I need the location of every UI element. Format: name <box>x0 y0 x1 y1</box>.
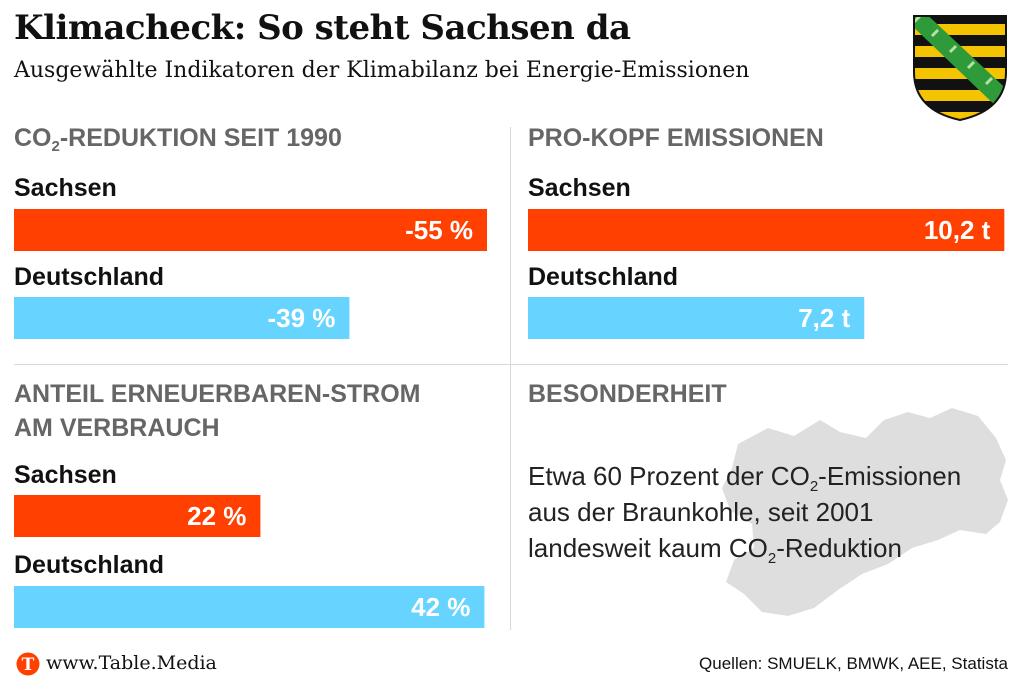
bar-value-label: -55 % <box>405 215 473 245</box>
table-media-logo-icon: T <box>16 652 40 676</box>
bar-2-deutschland <box>14 586 485 628</box>
row-label-deutschland-co2: Deutschland <box>14 263 165 291</box>
page-title: Klimacheck: So steht Sachsen da <box>14 8 631 48</box>
section-title-besonderheit: BESONDERHEIT <box>528 380 727 408</box>
section-title-co2-reduktion: CO2-REDUKTION SEIT 1990 <box>14 124 342 155</box>
bar-1-sachsen <box>528 209 1005 251</box>
bar-value-label: -39 % <box>267 303 335 333</box>
vertical-divider <box>510 127 511 630</box>
footer-source: Quellen: SMUELK, BMWK, AEE, Statista <box>699 654 1008 673</box>
footer-url: www.Table.Media <box>46 652 217 674</box>
bar-value-label: 22 % <box>187 501 246 531</box>
section-title-pro-kopf: PRO-KOPF EMISSIONEN <box>528 124 824 152</box>
row-label-sachsen-prokopf: Sachsen <box>528 174 631 202</box>
row-label-deutschland-erneuerbare: Deutschland <box>14 551 165 579</box>
saxony-coat-of-arms-icon <box>913 15 1007 122</box>
horizontal-divider <box>14 364 1008 365</box>
bar-0-deutschland <box>14 297 350 339</box>
page-subtitle: Ausgewählte Indikatoren der Klimabilanz … <box>14 58 750 83</box>
saxony-map-icon <box>722 408 1008 616</box>
row-label-sachsen-erneuerbare: Sachsen <box>14 461 117 489</box>
bar-value-label: 7,2 t <box>798 303 850 333</box>
row-label-deutschland-prokopf: Deutschland <box>528 263 679 291</box>
bar-2-sachsen <box>14 495 261 537</box>
svg-text:T: T <box>22 655 35 675</box>
besonderheit-text: Etwa 60 Prozent der CO2-Emissionen aus d… <box>528 461 962 567</box>
bar-1-deutschland <box>528 297 865 339</box>
section-title-erneuerbare: ANTEIL ERNEUERBAREN-STROM AM VERBRAUCH <box>14 380 421 442</box>
bar-value-label: 10,2 t <box>924 215 991 245</box>
row-label-sachsen-co2: Sachsen <box>14 174 117 202</box>
bar-value-label: 42 % <box>411 592 470 622</box>
bar-0-sachsen <box>14 209 487 251</box>
